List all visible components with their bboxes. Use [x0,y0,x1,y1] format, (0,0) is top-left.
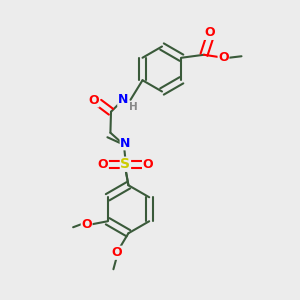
Text: O: O [81,218,92,231]
Text: O: O [111,246,122,259]
Text: O: O [142,158,153,171]
Text: S: S [120,157,130,171]
Text: N: N [118,93,128,106]
Text: O: O [98,158,108,171]
Text: O: O [88,94,99,107]
Text: N: N [120,137,130,150]
Text: O: O [218,51,229,64]
Text: H: H [129,102,138,112]
Text: O: O [204,26,215,39]
